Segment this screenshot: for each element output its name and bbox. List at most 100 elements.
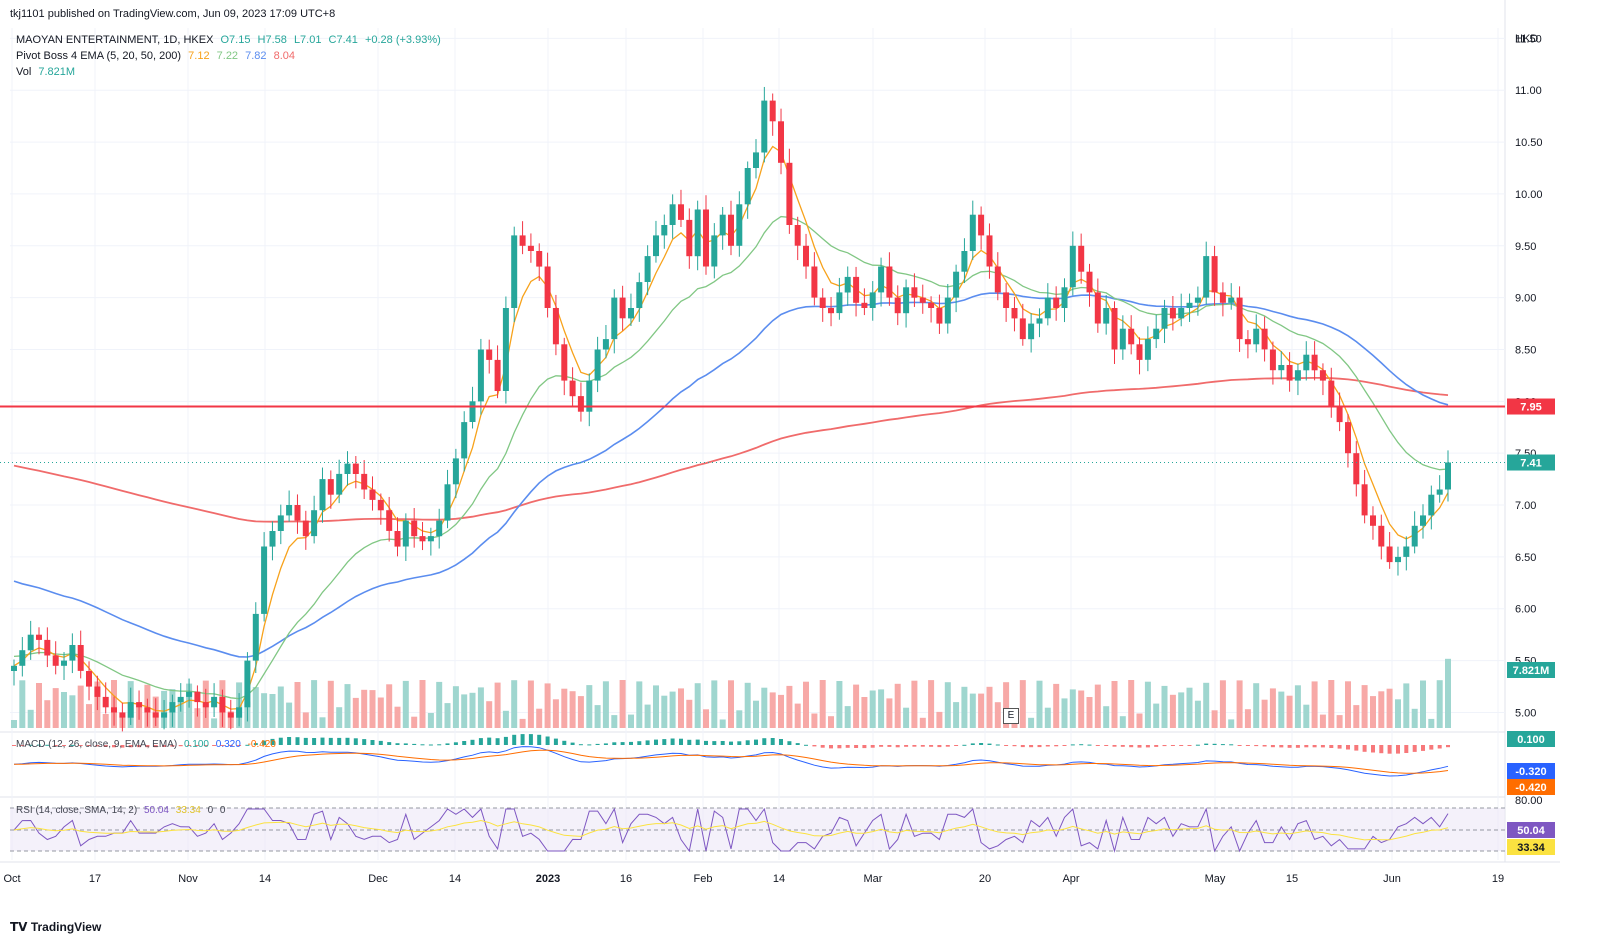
candle-body xyxy=(703,209,709,267)
candle-body xyxy=(211,696,218,708)
volume-bar xyxy=(1219,680,1226,728)
macd-hist-bar xyxy=(1029,745,1034,748)
candle-body xyxy=(402,520,409,547)
volume-bar xyxy=(27,709,34,728)
volume-bar xyxy=(678,688,684,728)
logo-text: TradingView xyxy=(30,920,102,934)
volume-bar xyxy=(1395,699,1401,728)
macd-hist-bar xyxy=(137,745,142,748)
macd-hist-bar xyxy=(912,745,917,747)
volume-bar xyxy=(1144,681,1151,728)
rsi-sma-tag: 33.34 xyxy=(1517,842,1545,854)
volume-bar xyxy=(1078,690,1085,728)
candle-body xyxy=(761,100,768,153)
x-tick-label: 17 xyxy=(89,873,101,885)
macd-hist-bar xyxy=(1054,745,1059,747)
candle-body xyxy=(1278,365,1285,371)
macd-hist-bar xyxy=(528,734,533,745)
macd-hist-bar xyxy=(1020,745,1025,748)
ema200-value: 8.04 xyxy=(273,50,296,62)
x-tick-label: Nov xyxy=(178,873,198,885)
candle-body xyxy=(1136,344,1143,360)
candle-body xyxy=(728,214,734,246)
candle-body xyxy=(511,235,518,308)
macd-hist-bar xyxy=(487,737,492,745)
macd-hist-bar xyxy=(262,740,267,745)
candle-body xyxy=(494,359,501,391)
candle-body xyxy=(577,396,584,412)
macd-hist-bar xyxy=(462,741,467,745)
volume-bar xyxy=(569,691,576,728)
volume-bar xyxy=(861,697,868,728)
candle-body xyxy=(919,297,926,303)
candle-body xyxy=(344,463,351,474)
candle-body xyxy=(1269,349,1276,371)
x-tick-label: May xyxy=(1205,873,1226,885)
candle-body xyxy=(744,168,751,205)
candle-body xyxy=(269,531,276,547)
currency-label: HKD xyxy=(1515,33,1538,45)
candle-body xyxy=(1186,302,1193,308)
volume-bar xyxy=(1094,684,1101,728)
candle-body xyxy=(853,276,860,303)
macd-hist-bar xyxy=(1004,745,1009,746)
volume-bar xyxy=(1203,682,1210,728)
macd-hist-bar xyxy=(1270,745,1275,748)
volume-bar xyxy=(1111,681,1118,728)
candle-body xyxy=(1244,339,1251,345)
candle-body xyxy=(1411,525,1418,547)
volume-bar xyxy=(302,712,309,728)
macd-hist-bar xyxy=(754,739,758,745)
volume-bar xyxy=(1136,713,1143,728)
candle-body xyxy=(1219,292,1226,303)
candle-body xyxy=(944,297,951,324)
volume-bar xyxy=(1044,707,1051,728)
candle-body xyxy=(1228,297,1235,303)
candle-body xyxy=(819,297,826,308)
macd-hist-bar xyxy=(970,743,975,745)
macd-hist-bar xyxy=(1062,745,1067,746)
candle-body xyxy=(27,634,34,651)
macd-hist-bar xyxy=(962,744,967,746)
volume-tag: 7.821M xyxy=(1513,665,1550,677)
volume-bar xyxy=(1153,703,1160,728)
candle-body xyxy=(94,686,101,697)
macd-hist-bar xyxy=(845,745,850,748)
volume-bar xyxy=(769,692,776,728)
macd-hist-bar xyxy=(787,741,792,745)
y-tick-label: 6.00 xyxy=(1515,604,1536,616)
candle-body xyxy=(953,271,960,298)
macd-hist-bar xyxy=(45,744,50,746)
macd-hist-bar xyxy=(278,737,283,745)
macd-hist-bar xyxy=(670,738,675,745)
macd-hist-bar xyxy=(412,743,417,745)
volume-bar xyxy=(369,690,376,728)
macd-hist-bar xyxy=(1346,745,1350,750)
macd-hist-bar xyxy=(270,738,275,745)
macd-hist-bar xyxy=(1120,745,1125,747)
vol-name: Vol xyxy=(16,66,32,78)
candle-body xyxy=(594,349,601,381)
candle-body xyxy=(911,287,918,298)
macd-hist-bar xyxy=(478,738,483,745)
candle-body xyxy=(294,505,301,521)
volume-bar xyxy=(1003,682,1010,728)
candle-body xyxy=(1294,370,1301,381)
macd-hist-bar xyxy=(78,745,83,746)
candle-body xyxy=(552,308,559,345)
candle-body xyxy=(994,266,1001,293)
macd-hist-bar xyxy=(770,738,775,745)
macd-hist-bar xyxy=(353,738,358,745)
volume-bar xyxy=(1428,718,1435,728)
earnings-flag[interactable]: E xyxy=(1003,708,1019,724)
hline-price-tag: 7.95 xyxy=(1520,402,1541,414)
macd-hist-bar xyxy=(28,744,33,746)
candle-body xyxy=(444,484,451,521)
macd-hist-bar xyxy=(1262,745,1267,747)
rsi-sma-line xyxy=(13,819,1449,841)
tradingview-logo[interactable]: 𝗧𝗩 TradingView xyxy=(10,920,101,934)
macd-hist-bar xyxy=(328,737,333,745)
last-price-tag: 7.41 xyxy=(1520,458,1541,470)
volume-bar xyxy=(1211,710,1218,728)
